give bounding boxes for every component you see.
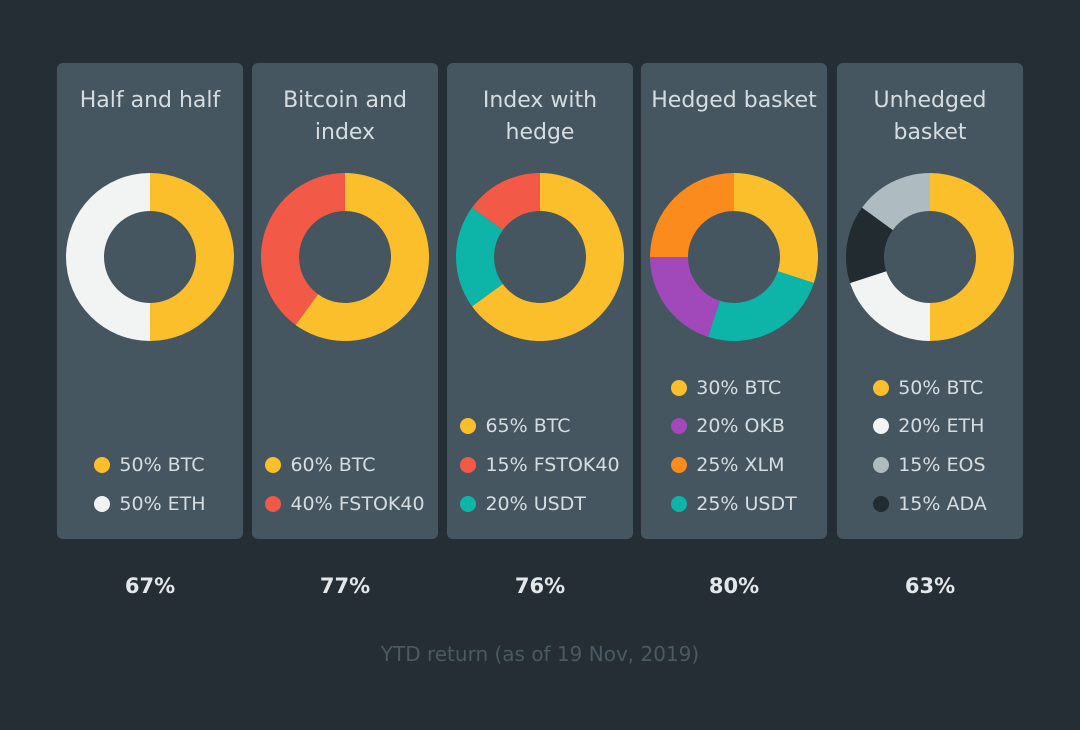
legend-label: 15% FSTOK40 [485,453,620,476]
legend-item: 50% ETH [94,484,206,523]
donut-slice-xlm [650,173,734,257]
ytd-return-value: 63% [904,574,956,598]
ytd-return-value: 76% [514,574,566,598]
donut-slice-usdt [456,207,503,307]
donut-slice-btc [472,173,624,341]
ytd-return-value: 77% [319,574,371,598]
legend-dot-icon [873,456,890,473]
legend-item: 15% EOS [873,446,987,485]
legend-dot-icon [873,379,890,396]
donut-slice-okb [650,257,720,337]
donut-slice-btc [734,173,818,283]
donut-slice-btc [150,173,235,341]
legend-label: 20% OKB [696,415,785,438]
legend-label: 50% BTC [119,453,205,476]
legend-dot-icon [671,495,688,512]
portfolio-card: Bitcoin and index 60% BTC 40% FSTOK40 [252,63,438,539]
legend-dot-icon [671,379,688,396]
portfolio-card: Half and half 50% BTC 50% ETH [57,63,243,539]
legend-dot-icon [873,418,890,435]
portfolio-title: Unhedged basket [873,88,987,145]
legend-label: 20% ETH [898,415,985,438]
donut-slice-usdt [708,271,814,341]
donut-chart [650,173,818,341]
legend-dot-icon [265,456,282,473]
portfolio-title: Bitcoin and index [283,88,407,145]
legend-label: 25% XLM [696,453,785,476]
legend-dot-icon [460,495,477,512]
legend-item: 15% ADA [873,484,987,523]
legend-dot-icon [94,456,111,473]
legend-item: 30% BTC [671,368,796,407]
portfolio-card: Index with hedge 65% BTC 15% FSTOK40 20% US… [447,63,633,539]
legend-dot-icon [873,495,890,512]
ytd-return-value: 80% [708,574,760,598]
portfolio-title: Half and half [79,88,221,113]
donut-slice-eos [862,173,930,230]
legend-label: 15% EOS [898,453,986,476]
legend-label: 50% ETH [119,492,206,515]
portfolio-title: Hedged basket [651,88,817,113]
donut-chart [456,173,624,341]
donut-slice-fstok40 [472,173,540,230]
legend-label: 65% BTC [485,415,571,438]
legend-item: 40% FSTOK40 [265,484,425,523]
donut-chart [261,173,429,341]
legend-dot-icon [460,456,477,473]
donut-chart [65,173,235,341]
legend: 50% BTC 20% ETH 15% EOS 15% ADA [837,368,1023,523]
legend-item: 65% BTC [460,407,619,446]
legend-dot-icon [460,418,477,435]
donut-slice-eth [65,173,150,341]
portfolio-title: Index with hedge [482,88,598,145]
legend-dot-icon [265,495,282,512]
donut-slice-btc [295,173,429,341]
legend: 60% BTC 40% FSTOK40 [252,446,438,523]
chart-caption: YTD return (as of 19 Nov, 2019) [380,642,700,666]
portfolio-card: Unhedged basket 50% BTC 20% ETH 15% EOS 15% … [837,63,1023,539]
legend-dot-icon [671,418,688,435]
legend-dot-icon [671,456,688,473]
donut-slice-ada [846,207,893,283]
donut-chart [846,173,1015,341]
legend-label: 20% USDT [485,492,586,515]
legend-item: 20% USDT [460,484,619,523]
legend: 50% BTC 50% ETH [57,446,243,523]
donut-slice-btc [930,173,1015,341]
legend-label: 30% BTC [696,376,782,399]
legend: 30% BTC 20% OKB 25% XLM 25% USDT [641,368,827,523]
donut-slice-eth [850,271,930,341]
legend-label: 40% FSTOK40 [290,492,425,515]
legend-item: 25% XLM [671,446,796,485]
donut-slice-fstok40 [261,173,345,325]
legend-item: 60% BTC [265,446,424,485]
legend-dot-icon [94,495,111,512]
legend-item: 50% BTC [873,368,987,407]
legend-item: 25% USDT [671,484,797,523]
legend-item: 20% OKB [671,407,796,446]
portfolio-card: Hedged basket 30% BTC 20% OKB 25% XLM 25% US… [641,63,827,539]
ytd-return-value: 67% [124,574,176,598]
legend-label: 15% ADA [898,492,987,515]
legend-item: 50% BTC [94,446,205,485]
legend: 65% BTC 15% FSTOK40 20% USDT [447,407,633,523]
legend-item: 20% ETH [873,407,987,446]
legend-item: 15% FSTOK40 [460,446,620,485]
legend-label: 50% BTC [898,376,984,399]
legend-label: 25% USDT [696,492,797,515]
legend-label: 60% BTC [290,453,376,476]
